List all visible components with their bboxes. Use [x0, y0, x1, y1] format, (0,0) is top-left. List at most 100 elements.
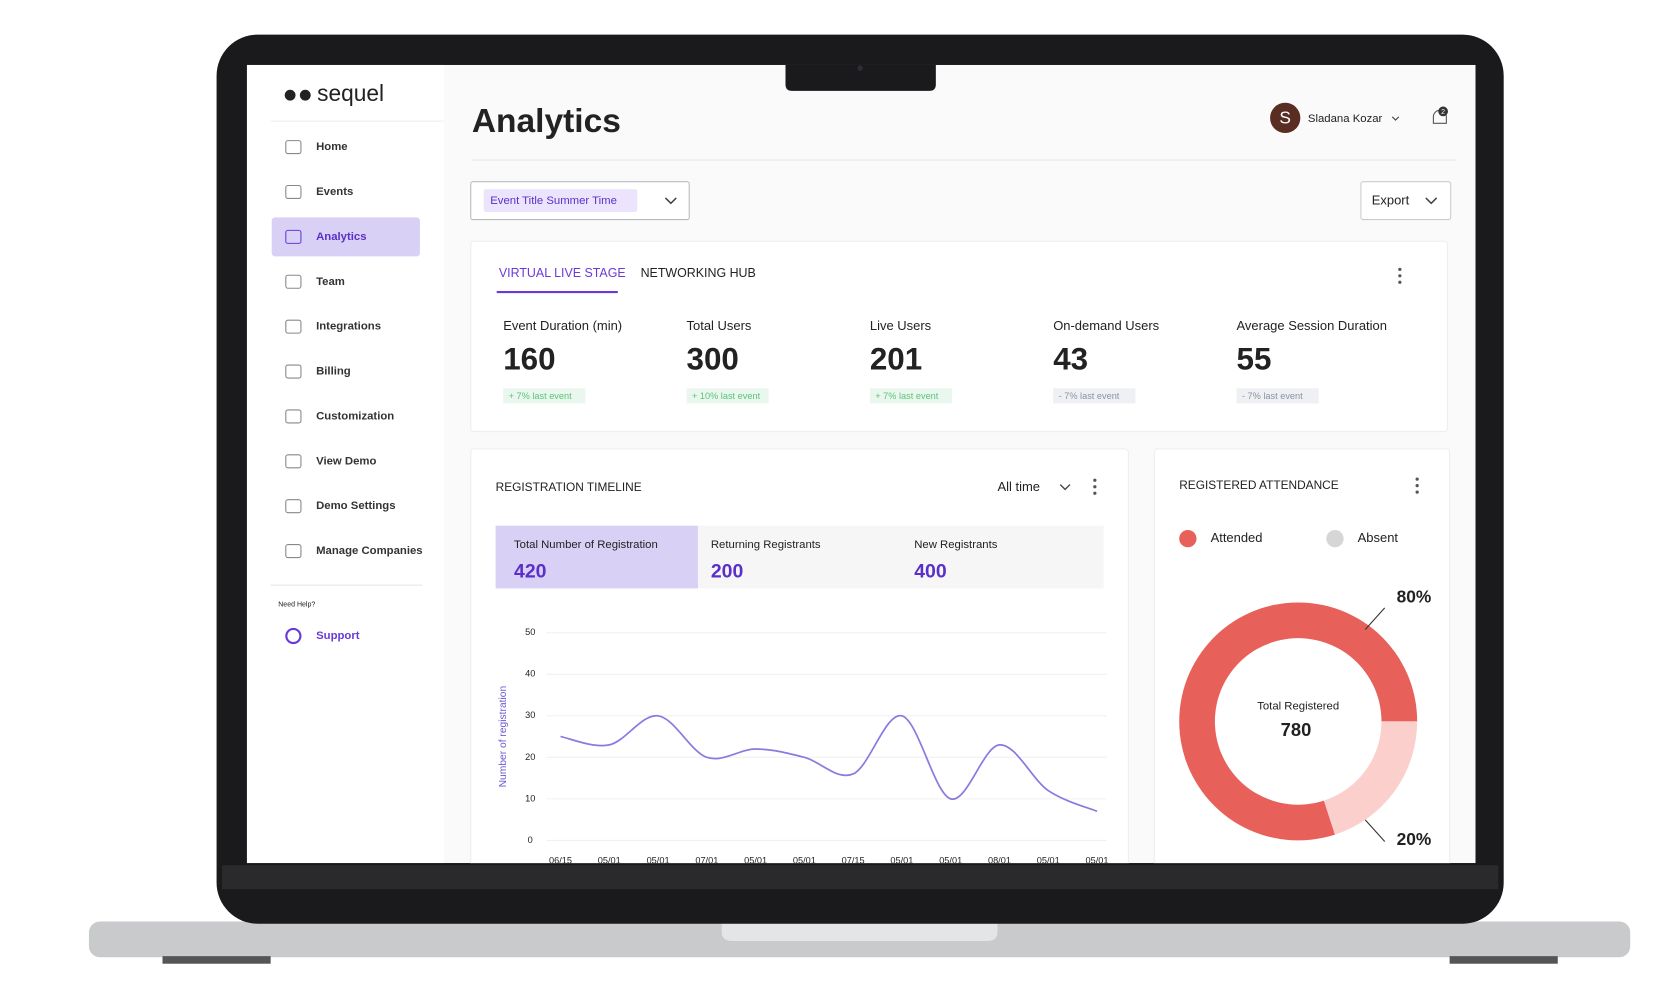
avatar[interactable] — [1270, 102, 1301, 134]
export-button[interactable] — [1360, 181, 1452, 221]
x-tick-label: 06/15 — [549, 855, 572, 865]
range-select[interactable]: All time — [997, 479, 1040, 494]
logo-dot — [284, 89, 296, 101]
donut-segment — [1179, 602, 1418, 841]
nav-item[interactable]: Team — [316, 276, 345, 288]
stat-label: On-demand Users — [1053, 318, 1159, 333]
x-tick-label: 05/01 — [744, 855, 767, 865]
x-tick-label: 08/01 — [988, 855, 1011, 865]
reg-label: Total Number of Registration — [514, 539, 658, 551]
nav-icon — [285, 454, 302, 469]
bezel-chin — [221, 865, 1499, 890]
stat-label: Average Session Duration — [1237, 318, 1387, 333]
support-icon — [285, 627, 302, 645]
line — [560, 714, 1098, 813]
foot — [1449, 956, 1558, 964]
y-tick-label: 40 — [525, 669, 535, 679]
donut-segment — [1323, 721, 1418, 835]
export-label: Export — [1372, 193, 1410, 208]
menu-dots[interactable] — [1398, 267, 1402, 284]
nav-item[interactable]: Home — [316, 141, 348, 153]
x-tick-label: 05/01 — [890, 855, 913, 865]
reg-label: Returning Registrants — [711, 539, 821, 551]
user-name[interactable]: Sladana Kozar — [1308, 113, 1383, 125]
camera — [857, 65, 863, 71]
x-tick-label: 05/01 — [598, 855, 621, 865]
tab[interactable]: NETWORKING HUB — [641, 266, 756, 280]
x-tick-label: 05/01 — [793, 855, 816, 865]
stat-label: Total Users — [687, 318, 752, 333]
x-tick-label: 05/01 — [647, 855, 670, 865]
reg-label: New Registrants — [914, 539, 998, 551]
stat-value: 201 — [870, 342, 922, 377]
y-tick-label: 10 — [525, 793, 535, 803]
nav-icon — [285, 499, 302, 514]
chevron — [1391, 116, 1400, 121]
page-title: Analytics — [472, 103, 621, 140]
timeline-card — [470, 448, 1129, 864]
percent-label: 80% — [1397, 587, 1432, 607]
leader-line — [1364, 607, 1386, 630]
stats-card — [470, 240, 1448, 433]
legend-dot — [1326, 529, 1344, 548]
stat-value: 55 — [1237, 342, 1272, 377]
stat-change: + 7% last event — [509, 391, 573, 401]
y-axis-label: Number of registration — [498, 686, 509, 788]
sidebar — [246, 64, 444, 864]
nav-item[interactable]: Manage Companies — [316, 545, 423, 557]
reg-value: 420 — [514, 560, 547, 582]
logo: sequel — [317, 80, 384, 106]
logo-dot — [299, 89, 311, 101]
nav-item[interactable]: Events — [316, 186, 353, 198]
nav-icon — [285, 184, 302, 200]
registration-cards: Total Number of Registration 420 Returning… — [514, 539, 998, 582]
nav-icon — [285, 319, 302, 334]
stat-value: 43 — [1053, 342, 1088, 377]
screen: sequel Home Events Analytics Team Integratio… — [246, 64, 1476, 865]
x-tick-label: 05/01 — [1037, 855, 1060, 865]
nav-item[interactable]: Billing — [316, 366, 351, 378]
foot — [162, 956, 271, 964]
y-tick-label: 20 — [525, 752, 535, 762]
x-tick-label: 07/15 — [842, 855, 865, 865]
help-label: Need Help? — [278, 601, 315, 608]
change-chip — [503, 388, 586, 404]
x-tick-label: 07/01 — [695, 855, 718, 865]
menu-dots[interactable] — [1093, 478, 1097, 495]
menu-dots[interactable] — [1415, 477, 1419, 494]
nav-item[interactable]: View Demo — [316, 455, 376, 467]
center-label: Total Registered — [1257, 700, 1339, 712]
filter-chip — [483, 189, 638, 212]
chevron — [664, 197, 677, 205]
camera-notch — [785, 64, 936, 91]
stats: Event Duration (min) 160 + 7% last event To… — [503, 318, 1387, 404]
y-tick-label: 50 — [525, 627, 535, 637]
nav-item[interactable]: Analytics — [316, 231, 366, 243]
stat-value: 300 — [687, 342, 739, 377]
nav-icon — [285, 229, 302, 244]
change-chip — [686, 388, 769, 404]
avatar-initial: S — [1279, 108, 1291, 128]
nav-item[interactable]: Customization — [316, 410, 394, 422]
stat-label: Event Duration (min) — [503, 318, 622, 333]
nav-icon — [285, 409, 302, 424]
stat-value: 160 — [503, 342, 555, 377]
nav-icon — [285, 544, 302, 559]
legend-label: Absent — [1358, 530, 1399, 545]
support-link[interactable]: Support — [316, 630, 360, 642]
card-active — [495, 525, 698, 589]
chevron — [1059, 484, 1071, 491]
reg-value: 200 — [711, 560, 744, 582]
tab-active[interactable]: VIRTUAL LIVE STAGE — [499, 266, 626, 280]
nav-item[interactable]: Demo Settings — [316, 500, 395, 512]
nav-item[interactable]: Integrations — [316, 321, 381, 333]
y-tick-label: 30 — [525, 710, 535, 720]
x-tick-label: 05/01 — [939, 855, 962, 865]
nav-icon — [285, 274, 302, 289]
change-chip — [1053, 388, 1136, 404]
filter-value: Event Title Summer Time — [490, 195, 617, 207]
chevron — [1425, 197, 1438, 205]
stat-change: - 7% last event — [1059, 391, 1120, 401]
